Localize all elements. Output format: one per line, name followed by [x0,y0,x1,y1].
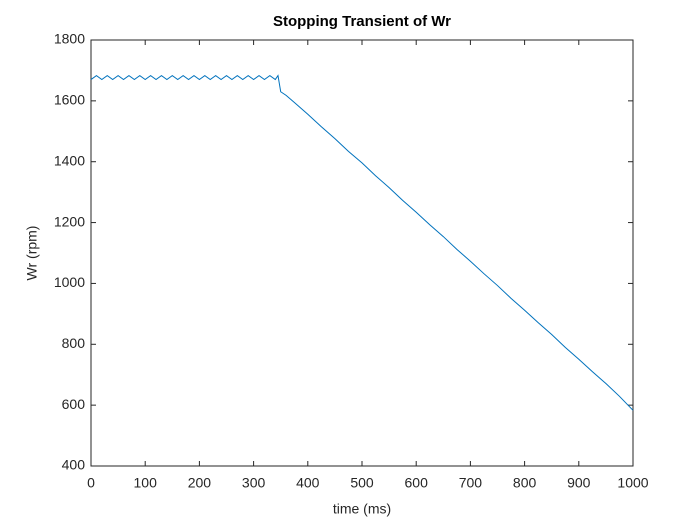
y-tick-label: 600 [62,396,86,412]
x-tick-label: 100 [134,475,158,491]
x-tick-label: 700 [459,475,483,491]
y-tick-label: 400 [62,457,86,473]
x-tick-label: 200 [188,475,212,491]
y-axis-label: Wr (rpm) [24,226,40,281]
chart-title: Stopping Transient of Wr [273,13,451,30]
y-tick-label: 1600 [54,92,85,108]
y-tick-label: 800 [62,335,86,351]
x-tick-label: 400 [296,475,320,491]
x-tick-label: 300 [242,475,266,491]
x-tick-label: 0 [87,475,95,491]
x-tick-label: 500 [350,475,374,491]
y-tick-label: 1000 [54,274,85,290]
axes-box [90,39,634,467]
data-line [90,74,634,411]
x-axis-label: time (ms) [333,501,391,517]
y-tick-label: 1400 [54,152,85,168]
x-tick-label: 800 [513,475,537,491]
x-tick-label: 600 [405,475,429,491]
x-tick-label: 900 [567,475,591,491]
y-tick-label: 1800 [54,31,85,47]
y-tick-label: 1200 [54,213,85,229]
x-tick-label: 1000 [617,475,648,491]
